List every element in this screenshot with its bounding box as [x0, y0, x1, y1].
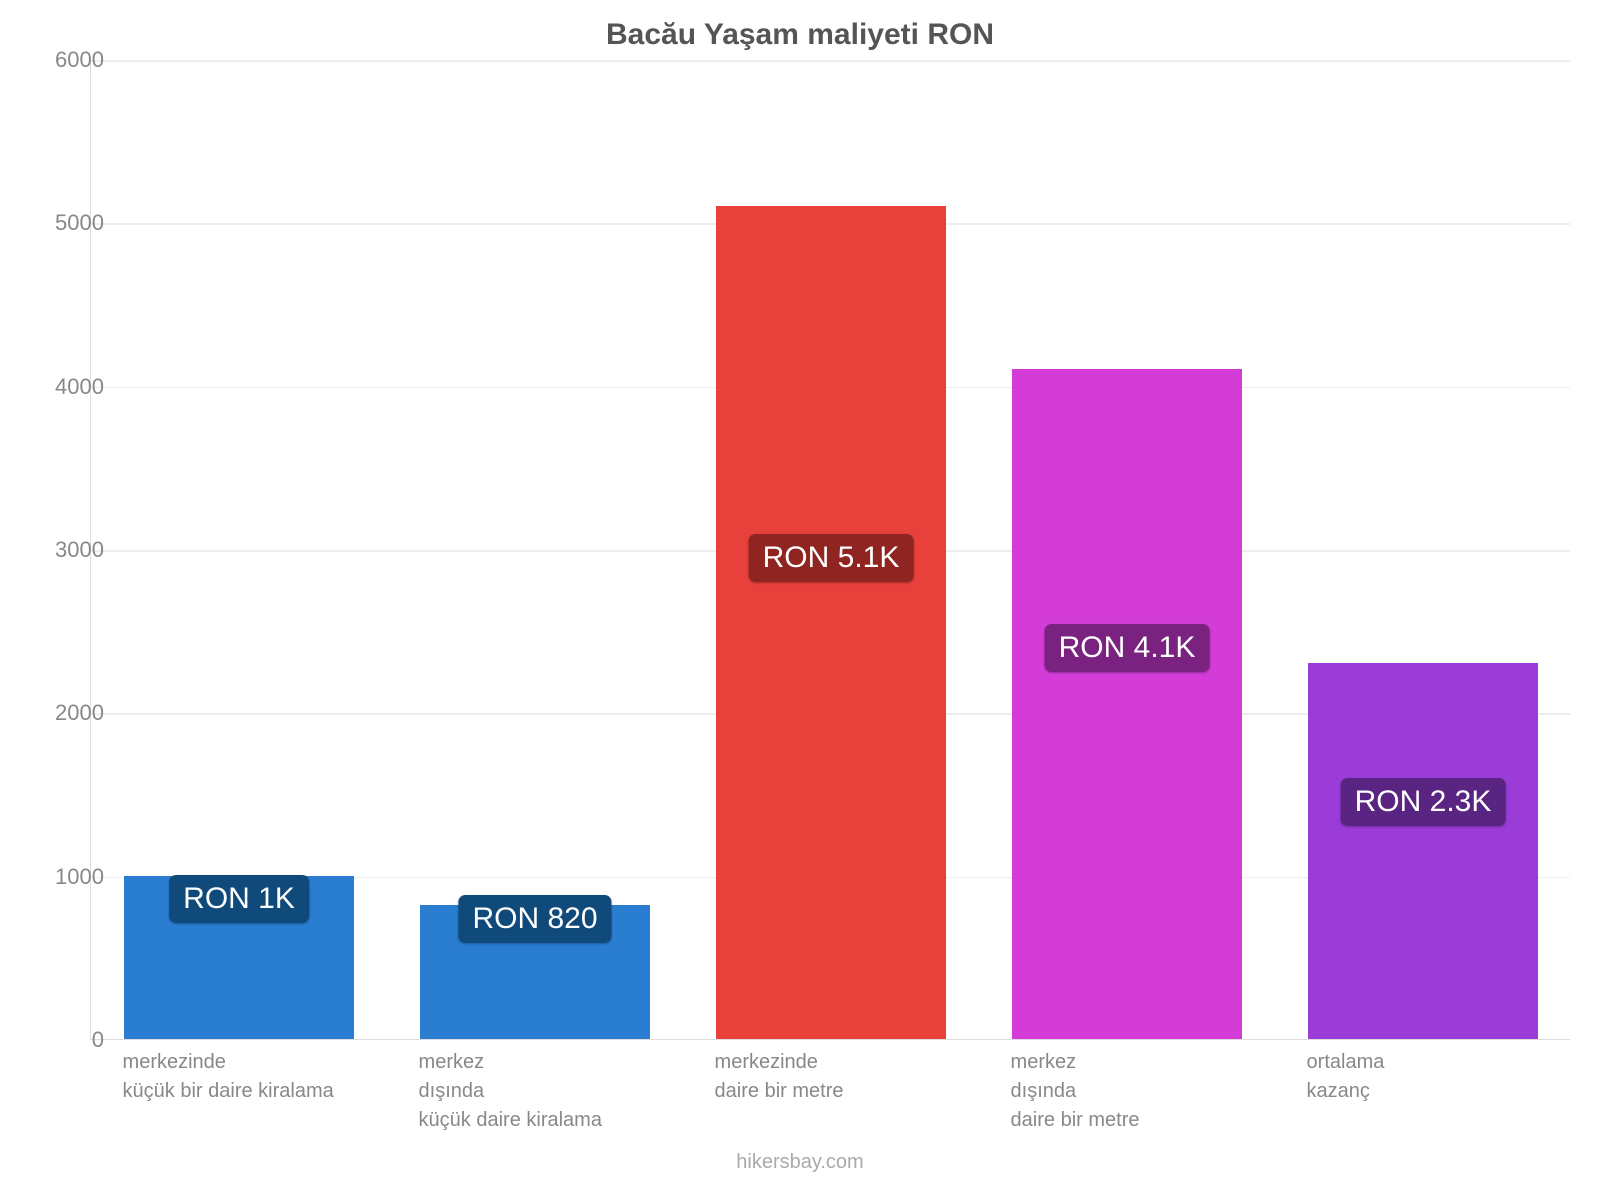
x-tick-label: merkezinde daire bir metre	[715, 1048, 844, 1106]
chart-credit: hikersbay.com	[0, 1151, 1600, 1174]
y-tick-label: 1000	[24, 864, 104, 890]
x-tick-label: ortalama kazanç	[1307, 1048, 1385, 1106]
y-tick-label: 5000	[24, 210, 104, 236]
plot-area: RON 1K RON 820 RON 5.1K RON 4.1K RON 2.3K	[90, 60, 1570, 1040]
x-tick-label: merkezinde küçük bir daire kiralama	[123, 1048, 334, 1106]
value-label: RON 2.3K	[1341, 778, 1506, 826]
y-tick-label: 6000	[24, 47, 104, 73]
chart-container: Bacău Yaşam maliyeti RON RON 1KRON 820RO…	[0, 0, 1600, 1200]
chart-title: Bacău Yaşam maliyeti RON	[0, 18, 1600, 52]
x-tick-label: merkez dışında küçük daire kiralama	[419, 1048, 602, 1135]
bar	[1308, 663, 1539, 1039]
y-tick-label: 4000	[24, 374, 104, 400]
bar	[1012, 369, 1243, 1039]
value-label: RON 1K	[169, 875, 309, 923]
grid-line	[91, 60, 1570, 62]
x-tick-label: merkez dışında daire bir metre	[1011, 1048, 1140, 1135]
value-label: RON 820	[458, 895, 611, 943]
value-label: RON 4.1K	[1045, 624, 1210, 672]
bar	[716, 206, 947, 1039]
y-tick-label: 2000	[24, 700, 104, 726]
y-tick-label: 3000	[24, 537, 104, 563]
y-tick-label: 0	[24, 1027, 104, 1053]
value-label: RON 5.1K	[749, 534, 914, 582]
